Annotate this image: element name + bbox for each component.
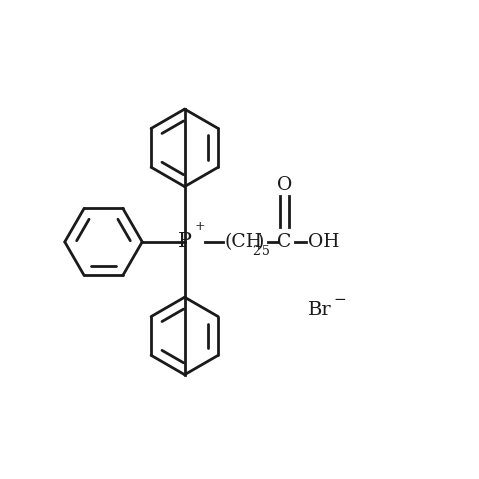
Text: (CH: (CH: [225, 233, 262, 251]
Text: P: P: [178, 232, 192, 251]
Text: ): ): [257, 233, 264, 251]
Text: C: C: [277, 233, 291, 251]
Text: O: O: [276, 176, 292, 194]
Text: OH: OH: [308, 233, 340, 251]
Text: 2: 2: [252, 245, 260, 258]
Text: +: +: [195, 220, 205, 233]
Text: Br: Br: [308, 301, 332, 319]
Text: −: −: [333, 293, 346, 307]
Text: 5: 5: [262, 245, 270, 258]
